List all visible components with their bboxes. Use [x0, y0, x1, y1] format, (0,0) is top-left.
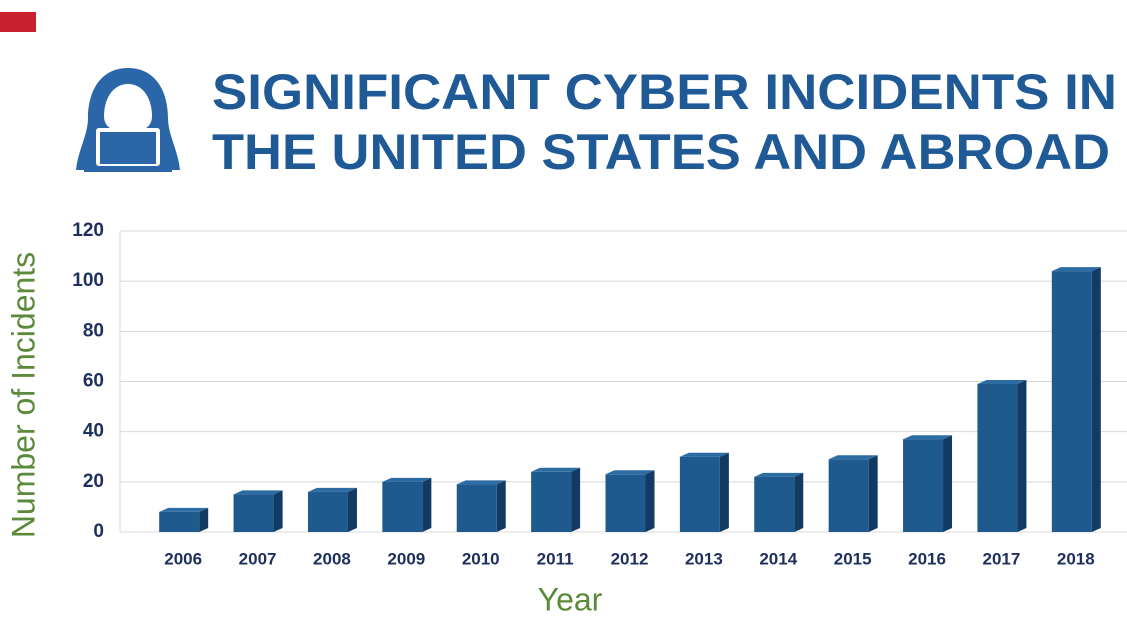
- bar-side: [794, 472, 804, 532]
- bar-side: [496, 480, 506, 532]
- bar-top: [605, 470, 655, 475]
- bar-top: [382, 477, 432, 482]
- bar-front: [977, 384, 1018, 532]
- bar-top: [307, 487, 357, 492]
- bar: [456, 480, 506, 532]
- bar: [1051, 267, 1101, 532]
- y-tick-label: 120: [72, 220, 104, 241]
- bar-side: [422, 477, 432, 532]
- bar-side: [273, 490, 283, 532]
- bar: [307, 487, 357, 532]
- bar-top: [977, 380, 1027, 385]
- bar-front: [828, 459, 869, 532]
- x-tick-label: 2013: [685, 549, 723, 568]
- bar-side: [868, 455, 878, 532]
- x-tick-label: 2009: [387, 549, 425, 568]
- bar-side: [199, 507, 209, 532]
- y-tick-label: 20: [83, 471, 104, 492]
- x-tick-label: 2014: [759, 549, 797, 568]
- x-tick-label: 2008: [313, 549, 351, 568]
- bar: [828, 455, 878, 532]
- y-tick-label: 60: [83, 371, 104, 392]
- bar-top: [754, 472, 804, 477]
- accent-bar: [0, 12, 36, 32]
- bar-top: [159, 507, 209, 512]
- y-tick-label: 100: [72, 270, 104, 291]
- x-tick-label: 2010: [462, 549, 500, 568]
- bar-front: [382, 481, 423, 532]
- bar-front: [1051, 271, 1092, 532]
- bar-front: [754, 476, 795, 532]
- bar-front: [605, 474, 646, 532]
- y-tick-label: 0: [93, 521, 104, 542]
- x-tick-label: 2011: [537, 549, 574, 568]
- bar-top: [679, 452, 729, 457]
- bar-top: [456, 480, 506, 485]
- bar: [531, 467, 581, 532]
- bar: [159, 507, 209, 532]
- bar-top: [828, 455, 878, 460]
- x-axis-title: Year: [538, 581, 603, 617]
- y-tick-label: 80: [83, 320, 104, 341]
- bar: [903, 435, 953, 532]
- chart-title: SIGNIFICANT CYBER INCIDENTS IN: [212, 64, 1117, 120]
- bar: [382, 477, 432, 532]
- x-tick-label: 2018: [1057, 549, 1095, 568]
- x-tick-label: 2016: [908, 549, 946, 568]
- bar: [977, 380, 1027, 532]
- bar-front: [307, 491, 348, 532]
- bar-top: [1051, 267, 1101, 272]
- x-tick-label: 2017: [983, 549, 1021, 568]
- bar-top: [233, 490, 283, 495]
- bar-side: [1017, 380, 1027, 532]
- bar-front: [903, 439, 944, 532]
- bar-top: [903, 435, 953, 440]
- y-tick-label: 40: [83, 421, 104, 442]
- x-tick-label: 2006: [164, 549, 202, 568]
- x-tick-label: 2012: [611, 549, 649, 568]
- bar-front: [233, 494, 274, 532]
- bar-front: [159, 511, 200, 532]
- chart-title: THE UNITED STATES AND ABROAD: [212, 124, 1110, 180]
- y-axis-title: Number of Incidents: [5, 252, 41, 538]
- bar-side: [1091, 267, 1101, 532]
- bar: [754, 472, 804, 532]
- bar-side: [943, 435, 953, 532]
- x-tick-label: 2007: [239, 549, 277, 568]
- x-tick-label: 2015: [834, 549, 872, 568]
- bar-side: [571, 467, 581, 532]
- bar-front: [531, 471, 572, 532]
- hacker-icon: [76, 68, 180, 172]
- bar-side: [645, 470, 655, 532]
- bar: [605, 470, 655, 532]
- bar-side: [719, 452, 729, 532]
- bar-top: [531, 467, 581, 472]
- bar-front: [456, 484, 497, 532]
- bar: [679, 452, 729, 532]
- bar-front: [679, 456, 720, 532]
- bar-side: [347, 487, 357, 532]
- bar: [233, 490, 283, 532]
